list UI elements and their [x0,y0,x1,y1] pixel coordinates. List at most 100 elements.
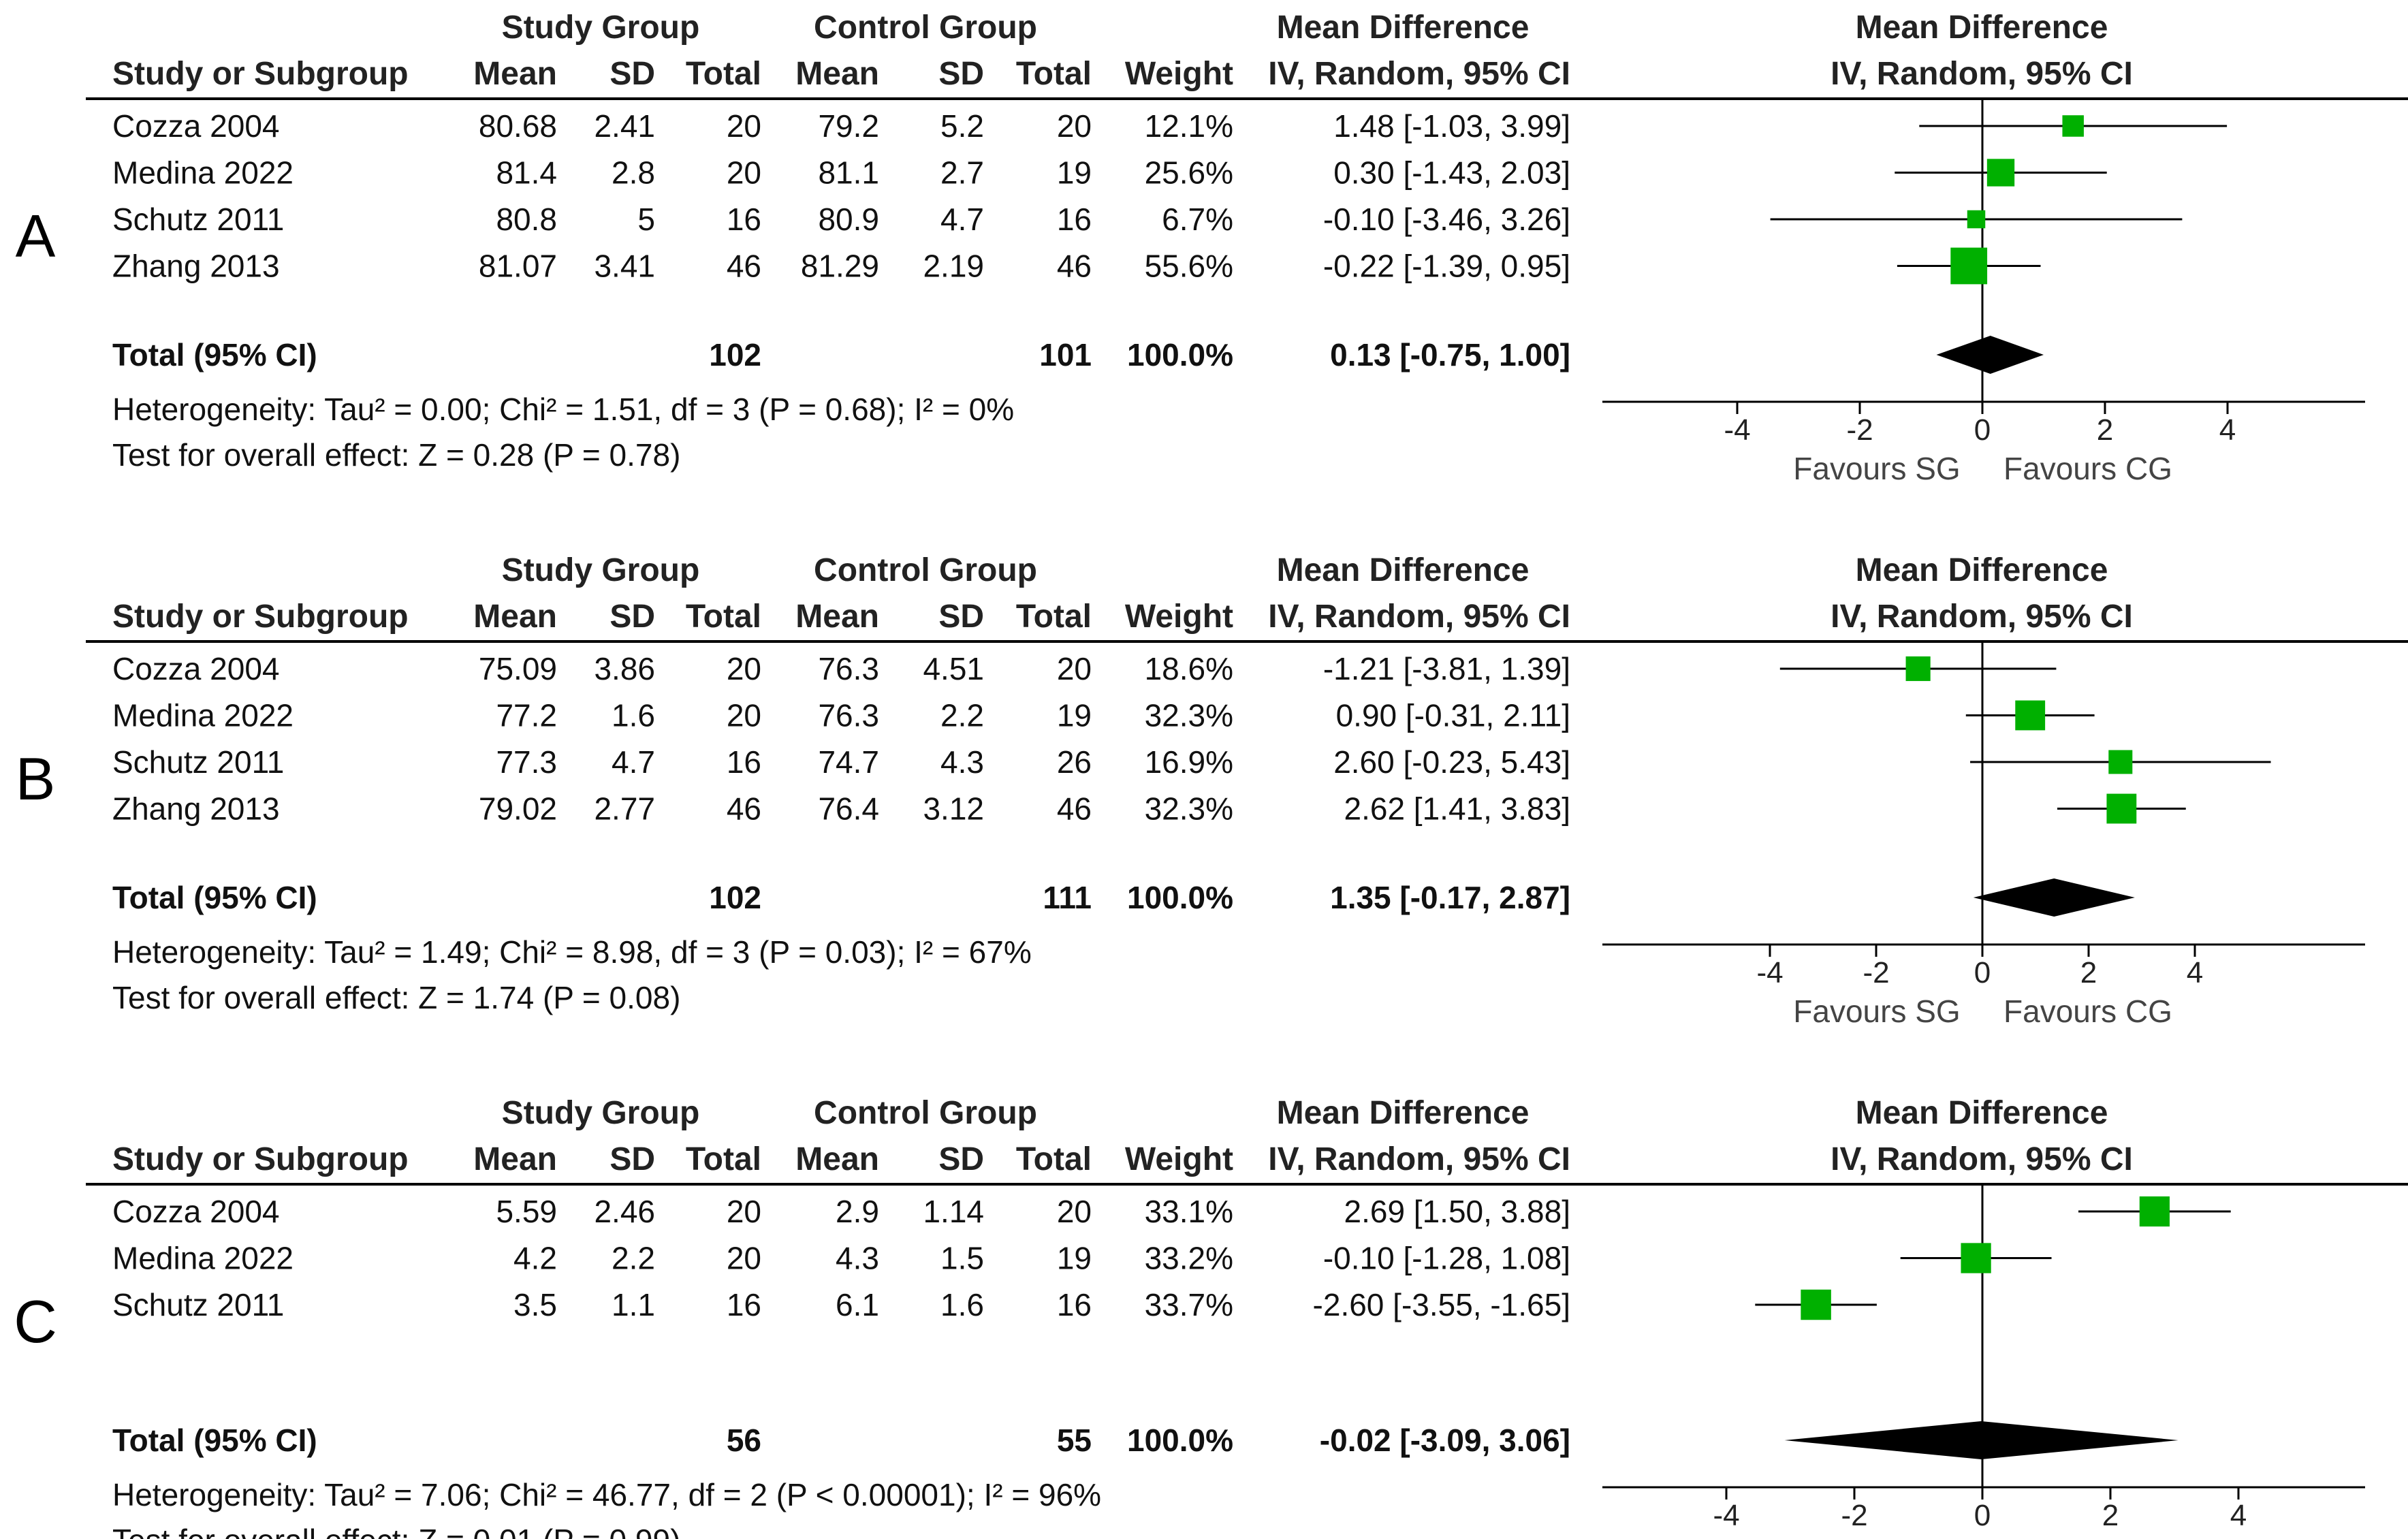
study-name: Cozza 2004 [112,1194,280,1229]
overall-effect: Test for overall effect: Z = 0.28 (P = 0… [112,437,680,473]
cg-total: 19 [1057,698,1092,733]
column-header: SD [938,56,984,92]
cg-total: 20 [1057,108,1092,144]
effect-marker [1967,210,1986,229]
effect-marker [2106,793,2137,824]
study-ci: 2.69 [1.50, 3.88] [1344,1194,1571,1229]
effect-marker [2015,700,2046,731]
column-header: IV, Random, 95% CI [1831,1141,2133,1177]
study-ci: -0.22 [-1.39, 0.95] [1323,249,1570,284]
total-cg: 111 [1043,880,1092,915]
study-ci: -0.10 [-1.28, 1.08] [1323,1241,1570,1276]
group-header: Mean Difference [1277,1095,1530,1131]
total-ci: 1.35 [-0.17, 2.87] [1330,880,1570,915]
study-weight: 33.7% [1145,1287,1233,1322]
column-header: Study or Subgroup [112,1141,409,1177]
study-name: Zhang 2013 [112,791,280,827]
tick-label: -2 [1863,956,1889,989]
study-name: Cozza 2004 [112,651,280,686]
sg-mean: 79.02 [479,791,557,827]
study-weight: 6.7% [1162,202,1233,237]
favours-left: Favours SG [1793,451,1960,486]
sg-total: 20 [727,1194,761,1229]
sg-mean: 77.2 [496,698,557,733]
total-label: Total (95% CI) [112,880,317,915]
sg-mean: 80.8 [496,202,557,237]
study-row: Cozza 2004 75.09 3.86 20 76.3 4.51 20 18.6% -1.2… [112,651,2057,686]
column-header: IV, Random, 95% CI [1268,56,1570,92]
column-header: Total [1016,1141,1092,1177]
column-header: Total [1016,56,1092,92]
cg-mean: 76.3 [818,651,879,686]
sg-sd: 5 [637,202,655,237]
cg-total: 16 [1057,1287,1092,1322]
total-row: Total (95% CI) 56 55 100.0% -0.02 [-3.09, 3.… [112,1421,2179,1459]
total-weight: 100.0% [1127,880,1233,915]
sg-total: 46 [727,791,761,827]
group-header: Mean Difference [1856,10,2108,46]
sg-sd: 2.46 [594,1194,655,1229]
column-header: Total [686,56,761,92]
effect-marker [1986,159,2015,187]
sg-sd: 3.86 [594,651,655,686]
sg-mean: 5.59 [496,1194,557,1229]
study-name: Schutz 2011 [112,202,284,237]
pooled-diamond [1784,1421,2179,1459]
column-header: SD [609,599,655,635]
column-headers: Study or Subgroup Mean SD Total Mean SD Total W… [112,599,2133,635]
heterogeneity-stats: Heterogeneity: Tau² = 0.00; Chi² = 1.51,… [112,392,1014,427]
panel-label: A [16,202,56,270]
column-header: Mean [473,56,557,92]
study-weight: 32.3% [1145,698,1233,733]
column-header: Study or Subgroup [112,56,409,92]
sg-mean: 80.68 [479,108,557,144]
x-axis: -4 -2 0 2 4 Favours SG Favours CG [1602,943,2365,1029]
column-header: IV, Random, 95% CI [1268,599,1570,635]
column-header: SD [609,56,655,92]
cg-sd: 1.14 [923,1194,984,1229]
cg-total: 46 [1057,249,1092,284]
effect-marker [2108,750,2133,774]
sg-total: 46 [727,249,761,284]
header-groups: Study Group Control Group Mean Difference M… [502,1095,2108,1131]
x-axis: -4 -2 0 2 4 Favours SG Favours CG [1602,400,2365,486]
study-row: Medina 2022 4.2 2.2 20 4.3 1.5 19 33.2% -0.10 [-… [112,1241,2052,1276]
total-cg: 101 [1039,337,1092,372]
study-name: Cozza 2004 [112,108,280,144]
overall-effect: Test for overall effect: Z = 1.74 (P = 0… [112,980,680,1015]
cg-total: 20 [1057,651,1092,686]
sg-total: 20 [727,651,761,686]
tick-label: -4 [1724,413,1750,447]
total-row: Total (95% CI) 102 101 100.0% 0.13 [-0.75, 1… [112,336,2044,374]
panel-label: B [16,745,56,812]
study-row: Schutz 2011 80.8 5 16 80.9 4.7 16 6.7% -0.10 [-3… [112,202,2183,237]
total-weight: 100.0% [1127,1423,1233,1458]
sg-mean: 81.07 [479,249,557,284]
effect-marker [2062,115,2084,137]
tick-label: 2 [2102,1499,2119,1532]
total-label: Total (95% CI) [112,1423,317,1458]
tick-label: -2 [1846,413,1873,447]
sg-sd: 1.1 [612,1287,655,1322]
sg-mean: 77.3 [496,744,557,780]
column-header: Weight [1125,56,1233,92]
study-weight: 18.6% [1145,651,1233,686]
effect-marker [1905,656,1931,682]
tick-label: 0 [1974,1499,1991,1532]
column-header: Total [686,599,761,635]
favours-right: Favours CG [2003,994,2172,1029]
total-weight: 100.0% [1127,337,1233,372]
group-header: Control Group [814,1095,1037,1131]
tick-label: 4 [2187,956,2203,989]
cg-total: 19 [1057,1241,1092,1276]
study-weight: 33.2% [1145,1241,1233,1276]
cg-sd: 1.6 [940,1287,984,1322]
cg-sd: 5.2 [940,108,984,144]
sg-total: 20 [727,1241,761,1276]
tick-label: 4 [2219,413,2236,447]
tick-label: 4 [2230,1499,2247,1532]
sg-total: 20 [727,108,761,144]
study-weight: 16.9% [1145,744,1233,780]
column-header: Mean [473,1141,557,1177]
sg-mean: 4.2 [513,1241,557,1276]
